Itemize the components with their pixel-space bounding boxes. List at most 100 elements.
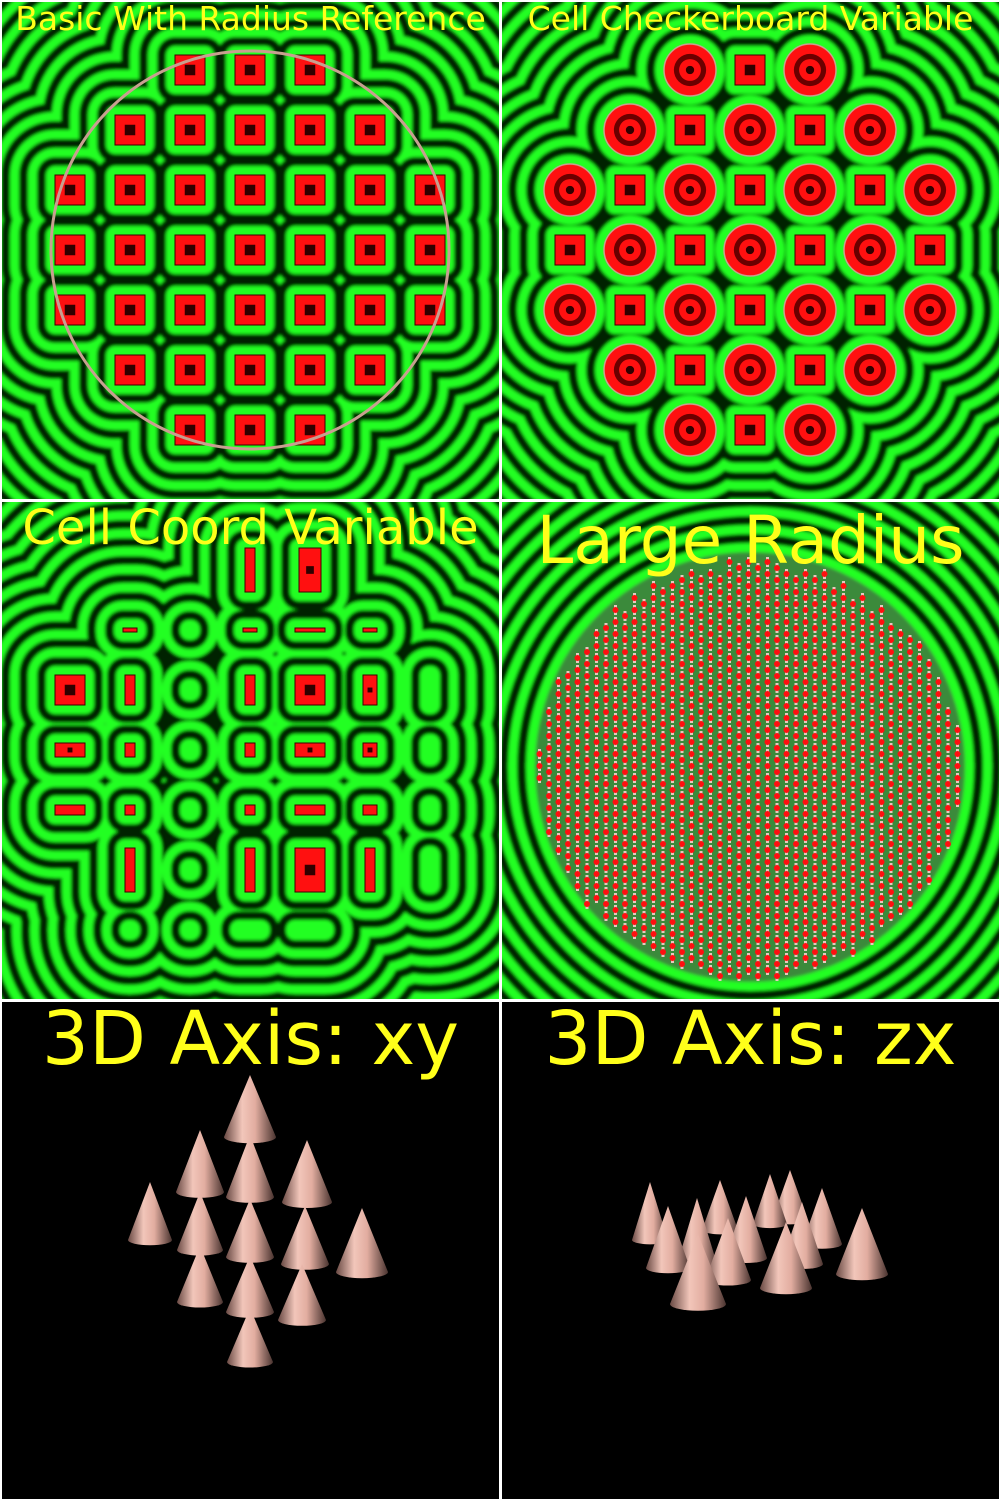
dense-cell: [726, 869, 733, 879]
dense-cell: [821, 677, 828, 687]
cell-square: [854, 294, 886, 326]
dense-cell: [935, 761, 942, 771]
dense-cell: [774, 887, 780, 897]
dense-cell: [593, 713, 600, 723]
dense-cell: [897, 881, 904, 891]
dense-cell: [536, 761, 543, 771]
cell-square: [674, 354, 706, 386]
dense-cell: [774, 791, 780, 801]
dense-cell: [812, 791, 818, 801]
dense-cell: [574, 665, 581, 675]
dense-cell: [660, 815, 666, 825]
dense-cell: [612, 857, 619, 867]
dense-cell: [916, 869, 923, 879]
dense-cell: [755, 923, 761, 933]
dense-cell: [688, 629, 695, 639]
cell-square: [614, 294, 646, 326]
dense-cell: [888, 887, 894, 897]
dense-cell: [869, 851, 875, 861]
dense-cell: [745, 665, 752, 675]
dense-cell: [650, 581, 657, 591]
dense-cell: [736, 659, 742, 669]
dense-cell: [698, 923, 704, 933]
cone: [677, 1198, 717, 1269]
dense-cell: [650, 749, 657, 759]
dense-cell: [774, 587, 780, 597]
dense-cell: [859, 833, 866, 843]
dense-cell: [698, 779, 704, 789]
dense-cell: [840, 713, 847, 723]
dense-cell: [945, 839, 951, 849]
dense-cell: [840, 665, 847, 675]
dense-cell: [764, 953, 771, 963]
cell-ring: [603, 223, 657, 277]
dense-cell: [584, 839, 590, 849]
dense-cell: [555, 797, 562, 807]
dense-cell: [679, 767, 685, 777]
dense-cell: [926, 671, 932, 681]
dense-cell: [688, 821, 695, 831]
dense-cell: [935, 797, 942, 807]
dense-cell: [764, 689, 771, 699]
cell-rect: [294, 627, 326, 633]
dense-cell: [821, 653, 828, 663]
dense-cell: [897, 797, 904, 807]
dense-cell: [831, 911, 837, 921]
dense-cell: [669, 833, 676, 843]
dense-cell: [916, 797, 923, 807]
dense-cell: [707, 617, 714, 627]
dense-cell: [622, 755, 628, 765]
dense-cell: [745, 797, 752, 807]
cell-rect: [362, 627, 378, 633]
cell-ring: [663, 283, 717, 337]
dense-cell: [831, 899, 837, 909]
dense-cell: [888, 779, 894, 789]
dense-cell: [717, 839, 723, 849]
dense-cell: [897, 845, 904, 855]
dense-cell: [869, 707, 875, 717]
dense-cell: [793, 791, 799, 801]
dense-cell: [641, 827, 647, 837]
dense-cell: [935, 677, 942, 687]
dense-cell: [840, 749, 847, 759]
dense-cell: [850, 695, 856, 705]
dense-cell: [717, 635, 723, 645]
dense-cell: [812, 767, 818, 777]
dense-cell: [593, 857, 600, 867]
dense-cell: [821, 953, 828, 963]
dense-cell: [593, 773, 600, 783]
dense-cell: [888, 731, 894, 741]
dense-cell: [688, 773, 695, 783]
dense-cell: [745, 605, 752, 615]
dense-cell: [745, 833, 752, 843]
dense-cell: [707, 665, 714, 675]
panel-title: Basic With Radius Reference: [15, 2, 486, 38]
dense-cell: [565, 767, 571, 777]
dense-cell: [812, 887, 818, 897]
dense-cell: [916, 857, 923, 867]
dense-cell: [878, 677, 885, 687]
dense-cell: [574, 785, 581, 795]
cell-ring: [843, 223, 897, 277]
dense-cell: [679, 839, 685, 849]
dense-cell: [831, 875, 837, 885]
dense-cell: [916, 713, 923, 723]
dense-cell: [764, 677, 771, 687]
dense-cell: [574, 821, 581, 831]
dense-cell: [897, 653, 904, 663]
dense-cell: [641, 599, 647, 609]
dense-cell: [821, 809, 828, 819]
dense-cell: [612, 749, 619, 759]
dense-cell: [707, 713, 714, 723]
dense-cell: [593, 737, 600, 747]
dense-cell: [831, 791, 837, 801]
dense-cell: [631, 593, 638, 603]
dense-cell: [660, 863, 666, 873]
dense-cell: [688, 593, 695, 603]
dense-cell: [783, 893, 790, 903]
dense-cell: [546, 791, 552, 801]
dense-cell: [631, 869, 638, 879]
dense-cell: [755, 575, 761, 585]
dense-cell: [907, 695, 913, 705]
dense-cell: [831, 743, 837, 753]
